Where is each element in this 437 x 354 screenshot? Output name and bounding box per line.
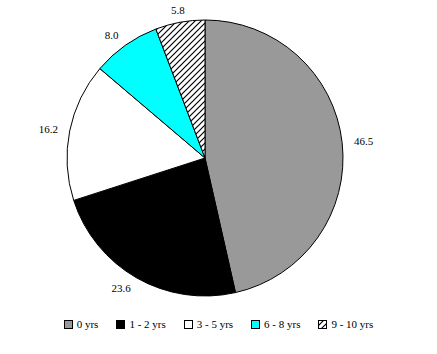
html-text:1 - 2 yrs: 1 - 2 yrs bbox=[129, 318, 166, 330]
svg-text:16.2: 16.2 bbox=[39, 123, 58, 135]
svg-text:8.0: 8.0 bbox=[105, 29, 119, 41]
svg-text:23.6: 23.6 bbox=[111, 282, 131, 294]
svg-text:5.8: 5.8 bbox=[171, 4, 185, 16]
svg-text:46.5: 46.5 bbox=[354, 135, 374, 147]
html-text:9 - 10 yrs: 9 - 10 yrs bbox=[331, 318, 374, 330]
html-text:0 yrs: 0 yrs bbox=[76, 318, 99, 330]
html-text:3 - 5 yrs: 3 - 5 yrs bbox=[196, 318, 234, 330]
html-text:6 - 8 yrs: 6 - 8 yrs bbox=[264, 318, 301, 330]
